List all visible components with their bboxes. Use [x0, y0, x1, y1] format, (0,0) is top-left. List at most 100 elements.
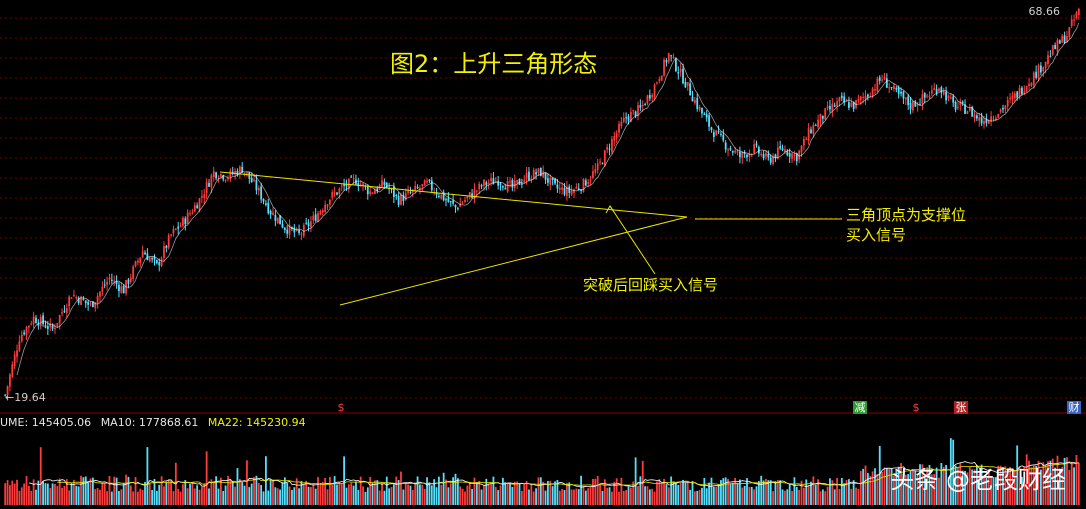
candle-body [900, 91, 902, 94]
candle-body [537, 168, 540, 174]
volume-bar [836, 478, 838, 505]
candlesticks [4, 7, 1080, 401]
volume-bar [452, 477, 455, 505]
watermark: 头条 @老段财经 [890, 466, 1066, 494]
candle-body [404, 192, 407, 200]
volume-bar [516, 481, 519, 505]
volume-bar [378, 490, 381, 505]
candle-body [968, 108, 971, 111]
volume-bar [558, 490, 561, 505]
candle-body [983, 121, 985, 125]
volume-bar [883, 467, 886, 505]
volume-bar [532, 491, 535, 505]
volume-bar [196, 485, 199, 505]
volume-bar [466, 485, 469, 505]
volume-bar [812, 476, 815, 505]
candle-body [42, 315, 45, 325]
signal-marker[interactable]: 张 [954, 401, 968, 414]
candle-body [1018, 87, 1021, 97]
candle-body [103, 284, 106, 286]
candle-body [715, 130, 718, 136]
volume-bar [75, 485, 78, 505]
volume-bar [333, 476, 336, 505]
volume-bar [274, 487, 277, 505]
candle-body [200, 195, 203, 198]
candle-body [1049, 56, 1052, 58]
volume-bar [708, 482, 710, 505]
candle-body [286, 229, 289, 234]
volume-bar [300, 480, 303, 505]
candle-body [627, 116, 630, 121]
candle-body [428, 179, 431, 182]
candle-body [945, 91, 947, 101]
volume-bar [686, 482, 689, 505]
candle-body [852, 101, 855, 109]
candle-body [272, 212, 274, 215]
signal-marker[interactable]: 财 [1067, 401, 1081, 414]
volume-bar [400, 471, 402, 505]
volume-bar [871, 471, 874, 505]
candle-body [912, 101, 914, 111]
volume-bar [423, 488, 426, 505]
min-price-label: ←19.64 [5, 391, 46, 404]
volume-bar [362, 486, 364, 505]
volume-bar [269, 479, 272, 505]
candle-body [1075, 12, 1078, 19]
candle-body [765, 153, 767, 157]
candle-body [497, 180, 500, 186]
candle-body [798, 150, 801, 160]
candle-body [883, 76, 886, 80]
volume-bar [1028, 460, 1030, 505]
candle-body [16, 350, 18, 357]
candle-body [691, 96, 694, 102]
candle-body [260, 186, 263, 200]
signal-marker[interactable]: $ [912, 401, 920, 414]
volume-bar [736, 483, 739, 505]
volume-bar [1044, 465, 1047, 505]
candle-body [298, 229, 300, 234]
candle-body [580, 189, 583, 191]
volume-bar [634, 457, 637, 505]
volume-bar [172, 491, 175, 505]
volume-bar [990, 477, 993, 505]
candle-body [637, 105, 639, 116]
volume-bar [359, 476, 362, 505]
volume-bar [115, 477, 118, 505]
candle-body [570, 190, 573, 195]
candle-body [447, 197, 450, 202]
candle-body [274, 214, 277, 221]
volume-bar [409, 485, 412, 505]
volume-bar [627, 486, 630, 505]
candle-body [746, 154, 748, 158]
volume-bar [374, 480, 376, 505]
volume-bar [445, 479, 447, 505]
volume-bar [862, 468, 865, 505]
volume-bar [689, 489, 692, 505]
candle-body [51, 325, 54, 329]
volume-bar [87, 482, 90, 505]
volume-bar [272, 480, 274, 505]
volume-bar [483, 484, 485, 505]
candle-body [234, 170, 236, 175]
candle-body [907, 96, 910, 105]
volume-bar [821, 489, 824, 505]
volume-bar [767, 480, 770, 505]
volume-bar [200, 487, 203, 505]
volume-bar [153, 478, 156, 505]
candle-body [693, 100, 696, 104]
candle-body [224, 179, 227, 181]
candle-body [452, 200, 455, 204]
candle-body [167, 235, 170, 248]
candle-body [888, 87, 891, 89]
signal-marker[interactable]: 减 [853, 401, 867, 414]
volume-bar [750, 486, 753, 505]
volume-bar [717, 484, 720, 505]
volume-bar [253, 477, 255, 505]
volume-bar [167, 479, 170, 505]
volume-bar [250, 483, 253, 505]
candle-body [1032, 72, 1035, 85]
signal-marker[interactable]: $ [337, 401, 345, 414]
volume-bar [561, 488, 564, 505]
volume-bar [746, 478, 748, 505]
volume-bar [665, 483, 668, 505]
